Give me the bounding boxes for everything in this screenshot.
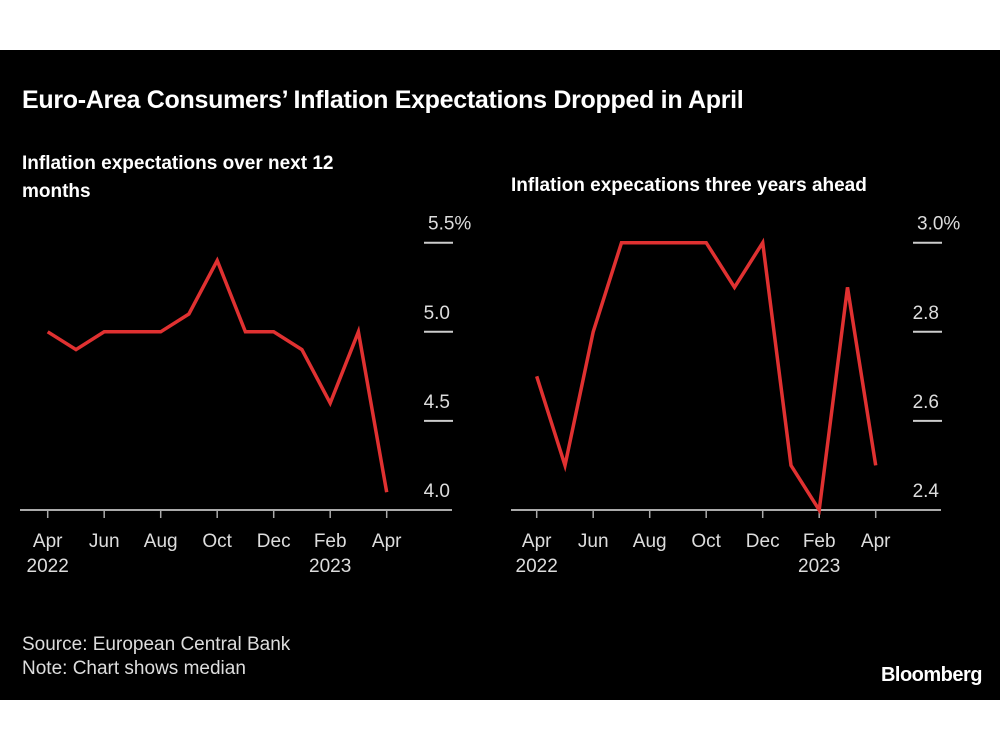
- right-series-line: [535, 237, 878, 516]
- y-tick-label: 3.0%: [917, 214, 960, 235]
- x-tick-label: Apr: [861, 531, 891, 552]
- x-tick-label: Oct: [691, 531, 721, 552]
- x-tick-label: Apr: [372, 531, 402, 552]
- x-tick-label: Aug: [633, 531, 667, 552]
- left-chart: 4.0 4.5 5.0 5.5% Apr 2022 Jun Aug Oct Dec Feb 2023 A…: [20, 214, 471, 577]
- chart-title: Euro-Area Consumers’ Inflation Expectati…: [22, 86, 744, 114]
- right-chart: 2.4 2.6 2.8 3.0% Apr 2022 Jun Aug Oct Dec Feb 2023 A…: [511, 214, 960, 577]
- y-tick-label: 2.4: [913, 481, 940, 502]
- x-tick-label: Aug: [144, 531, 178, 552]
- x-tick-label: Oct: [202, 531, 232, 552]
- x-tick-year-label: 2023: [798, 556, 840, 577]
- x-tick-label: Feb: [803, 531, 836, 552]
- x-tick-label: Apr: [33, 531, 63, 552]
- source-note: Source: European Central Bank: [22, 634, 291, 655]
- x-tick-label: Feb: [314, 531, 347, 552]
- y-tick-label: 2.6: [913, 392, 939, 413]
- left-series-line: [46, 256, 389, 493]
- x-tick-label: Dec: [257, 531, 291, 552]
- x-tick-year-label: 2022: [516, 556, 558, 577]
- x-tick-year-label: 2023: [309, 556, 351, 577]
- y-tick-label: 4.0: [424, 481, 450, 502]
- left-chart-title: Inflation expectations over next 12 mont…: [22, 153, 334, 202]
- y-tick-label: 2.8: [913, 303, 939, 324]
- y-tick-label: 4.5: [424, 392, 450, 413]
- x-tick-label: Apr: [522, 531, 552, 552]
- bloomberg-logo: Bloomberg: [880, 664, 983, 686]
- x-tick-label: Jun: [89, 531, 120, 552]
- y-tick-label: 5.5%: [428, 214, 471, 235]
- x-tick-label: Dec: [746, 531, 780, 552]
- y-tick-label: 5.0: [424, 303, 450, 324]
- x-tick-label: Jun: [578, 531, 609, 552]
- chart-panel: Euro-Area Consumers’ Inflation Expectati…: [0, 50, 1000, 700]
- right-chart-title: Inflation expecations three years ahead: [511, 175, 867, 196]
- median-note: Note: Chart shows median: [22, 658, 246, 679]
- x-tick-year-label: 2022: [27, 556, 69, 577]
